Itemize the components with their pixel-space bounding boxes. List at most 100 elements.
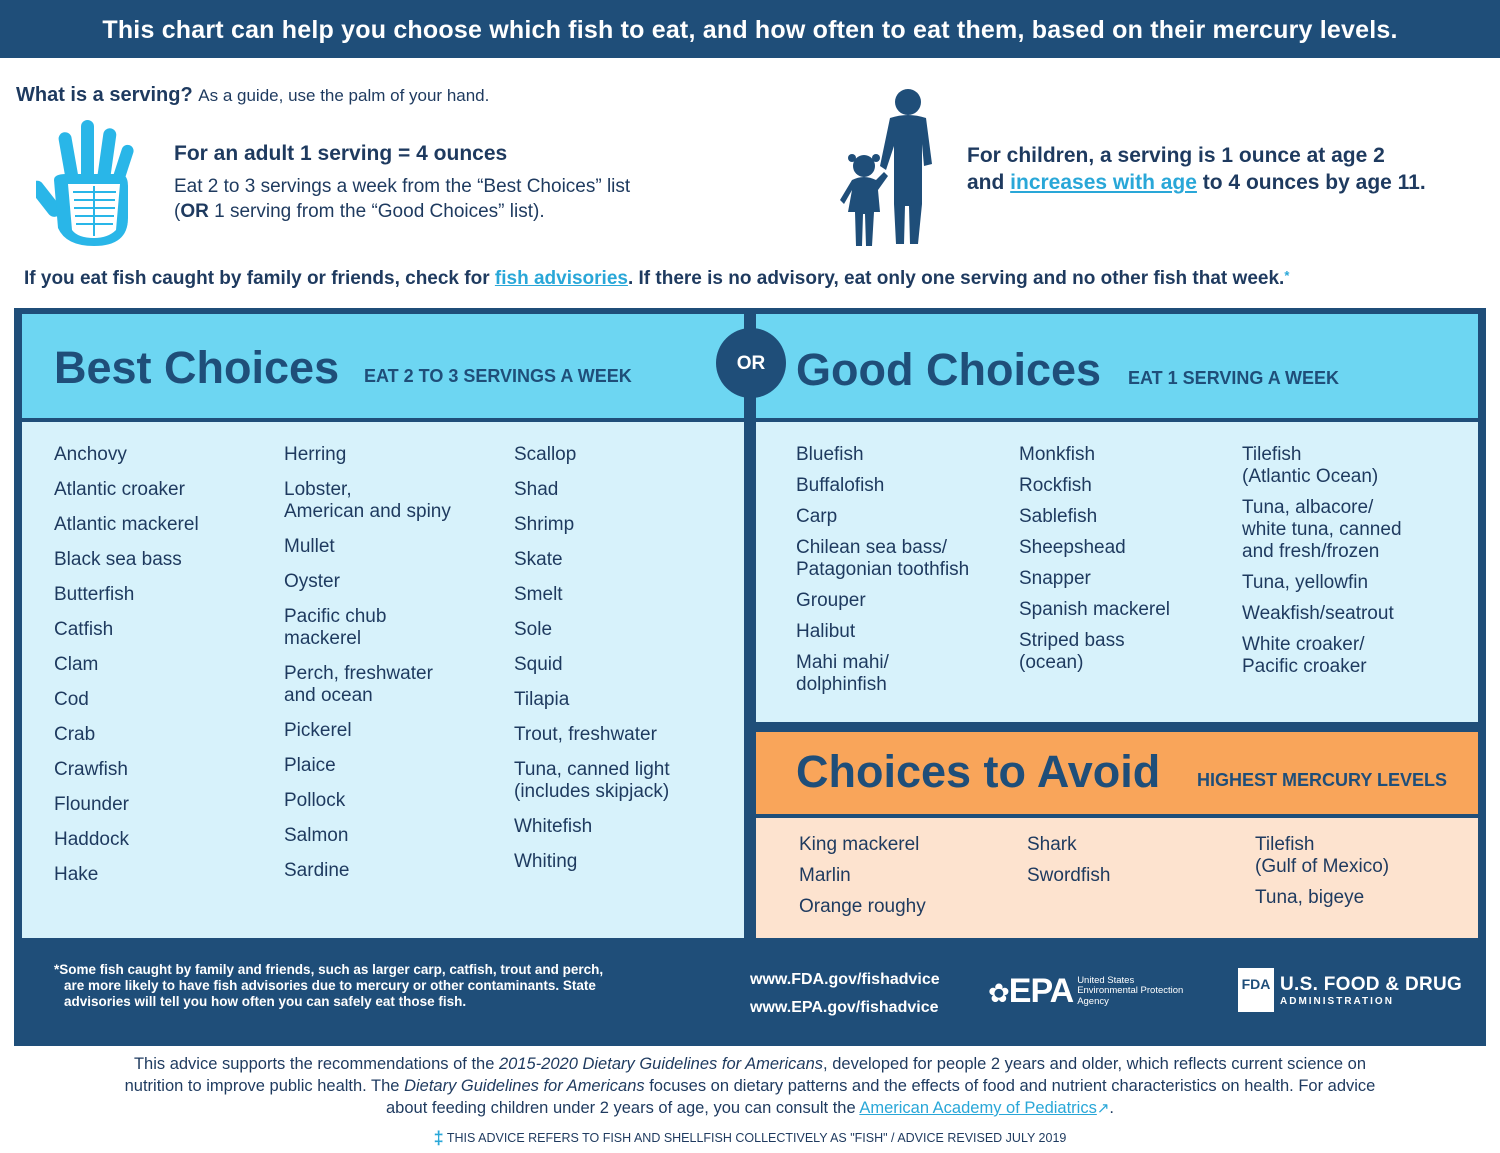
epa-agency-name: United States Environmental Protection Age… bbox=[1077, 975, 1184, 1008]
advisory-after: . If there is no advisory, eat only one … bbox=[627, 268, 1285, 289]
fda-sub: ADMINISTRATION bbox=[1280, 995, 1394, 1007]
fish-list-item: Sole bbox=[514, 619, 553, 640]
footnote-line1: *Some fish caught by family and friends,… bbox=[54, 962, 694, 978]
fish-list-item: Bluefish bbox=[796, 444, 864, 465]
child-end: to 4 ounces by age 11. bbox=[1196, 171, 1426, 194]
fish-list-item: Flounder bbox=[54, 794, 129, 815]
fish-list-item: Crawfish bbox=[54, 759, 128, 780]
fish-list-item: Lobster, American and spiny bbox=[284, 479, 451, 522]
serving-question-label: What is a serving? bbox=[16, 84, 193, 106]
advisory-star: * bbox=[1284, 268, 1290, 283]
or-badge: OR bbox=[716, 328, 786, 398]
fish-list-item: Plaice bbox=[284, 755, 336, 776]
aap-link[interactable]: American Academy of Pediatrics bbox=[859, 1099, 1097, 1117]
fish-list-item: Oyster bbox=[284, 571, 340, 592]
child-serving-line1: For children, a serving is 1 ounce at ag… bbox=[967, 144, 1385, 167]
fish-list-item: Chilean sea bass/Patagonian toothfish bbox=[796, 537, 970, 580]
fish-list-item: Tilefish (Atlantic Ocean) bbox=[1242, 444, 1379, 487]
guidelines-l1c: , developed for people 2 years and older… bbox=[823, 1055, 1367, 1073]
children-silhouette-icon bbox=[840, 89, 932, 246]
good-choices-title: Good Choices bbox=[796, 344, 1102, 395]
advisory-before: If you eat fish caught by family or frie… bbox=[24, 268, 495, 289]
external-link-icon[interactable]: ↗ bbox=[1096, 1100, 1110, 1117]
child-serving-line2: and increases with age to 4 ounces by ag… bbox=[967, 169, 1426, 196]
fish-list-item: Swordfish bbox=[1027, 865, 1111, 886]
adult-serving-line1: Eat 2 to 3 servings a week from the “Bes… bbox=[174, 176, 631, 197]
good-choices-header: Good Choices EAT 1 SERVING A WEEK bbox=[756, 314, 1478, 418]
guidelines-line3: about feeding children under 2 years of … bbox=[20, 1097, 1480, 1120]
fish-list-item: Atlantic croaker bbox=[54, 479, 185, 500]
fish-advisories-link[interactable]: fish advisories bbox=[494, 268, 628, 289]
guidelines-l3a: about feeding children under 2 years of … bbox=[385, 1099, 860, 1117]
fish-list-item: King mackerel bbox=[799, 834, 920, 855]
fish-list-item: Shrimp bbox=[514, 514, 575, 535]
fish-list-item: Tuna, bigeye bbox=[1255, 887, 1365, 908]
fish-list-item: Whitefish bbox=[514, 816, 593, 837]
epa-logo-text: EPA bbox=[1008, 972, 1074, 1010]
fish-list-item: Tuna, canned light (includes skipjack) bbox=[514, 759, 670, 802]
guidelines-title-italic-2: Dietary Guidelines for Americans bbox=[404, 1077, 645, 1095]
guidelines-title-italic: 2015-2020 Dietary Guidelines for America… bbox=[498, 1055, 824, 1073]
fish-list-item: Crab bbox=[54, 724, 96, 745]
fish-list-item: Scallop bbox=[514, 444, 577, 465]
fish-list-item: Skate bbox=[514, 549, 563, 570]
revision-note: ‡ THIS ADVICE REFERS TO FISH AND SHELLFI… bbox=[0, 1128, 1500, 1149]
open-paren: ( bbox=[174, 201, 181, 222]
fish-list-item: Sardine bbox=[284, 860, 350, 881]
fish-list-item: Herring bbox=[284, 444, 347, 465]
or-emphasis: OR bbox=[180, 201, 209, 222]
best-choices-list: Anchovy Atlantic croaker Atlantic mackerel… bbox=[22, 422, 744, 938]
footnote-line1-text: Some fish caught by family and friends, … bbox=[59, 962, 604, 977]
fish-list-item: Atlantic mackerel bbox=[54, 514, 199, 535]
fish-list-item: Trout, freshwater bbox=[514, 724, 657, 745]
fish-list-item: Catfish bbox=[54, 619, 114, 640]
good-col-1: Bluefish Buffalofish Carp Chilean sea bass/… bbox=[796, 444, 969, 705]
advisory-note: If you eat fish caught by family or frie… bbox=[24, 268, 1289, 290]
footnote-line3: advisories will tell you how often you c… bbox=[64, 994, 467, 1009]
guidelines-l2c: focuses on dietary patterns and the effe… bbox=[644, 1077, 1376, 1095]
avoid-choices-subtitle: HIGHEST MERCURY LEVELS bbox=[1197, 770, 1448, 790]
footnote: *Some fish caught by family and friends,… bbox=[54, 962, 694, 1010]
fish-list-item: Haddock bbox=[54, 829, 129, 850]
best-choices-header: Best Choices EAT 2 TO 3 SERVINGS A WEEK bbox=[22, 314, 744, 418]
increases-with-age-link[interactable]: increases with age bbox=[1010, 171, 1197, 194]
palm-hand-icon bbox=[36, 120, 134, 246]
good-col-3: Tilefish (Atlantic Ocean) Tuna, albacore/w… bbox=[1242, 444, 1402, 687]
footnote-star: * bbox=[54, 962, 60, 977]
fish-list-item: Pollock bbox=[284, 790, 346, 811]
child-and: and bbox=[967, 171, 1011, 194]
fish-list-item: Perch, freshwater and ocean bbox=[284, 663, 433, 706]
serving-question: What is a serving? As a guide, use the p… bbox=[16, 84, 489, 107]
best-col-3: Scallop Shad Shrimp Skate Smelt Sole Squid Tila… bbox=[514, 444, 670, 886]
fda-logo-box: FDA bbox=[1238, 968, 1274, 1012]
best-col-1: Anchovy Atlantic croaker Atlantic mackerel… bbox=[54, 444, 199, 899]
child-serving-info: For children, a serving is 1 ounce at ag… bbox=[967, 142, 1426, 196]
epa-line2: Environmental Protection bbox=[1077, 985, 1184, 997]
guidelines-note: This advice supports the recommendations… bbox=[20, 1053, 1480, 1120]
fish-list-item: Mullet bbox=[284, 536, 335, 557]
fish-list-item: Carp bbox=[796, 506, 838, 527]
fda-logo: FDA U.S. FOOD & DRUG ADMINISTRATION bbox=[1238, 968, 1462, 1012]
advice-urls: www.FDA.gov/fishadvice www.EPA.gov/fisha… bbox=[750, 966, 940, 1022]
fish-list-item: Anchovy bbox=[54, 444, 127, 465]
fish-list-item: Striped bass (ocean) bbox=[1019, 630, 1125, 673]
fish-list-item: Pacific chub mackerel bbox=[284, 606, 387, 649]
fish-list-item: Sablefish bbox=[1019, 506, 1098, 527]
fish-list-item: White croaker/Pacific croaker bbox=[1242, 634, 1367, 677]
serving-guide: As a guide, use the palm of your hand. bbox=[198, 86, 490, 105]
fish-list-item: Hake bbox=[54, 864, 99, 885]
fda-url-link[interactable]: www.FDA.gov/fishadvice bbox=[750, 971, 940, 988]
avoid-choices-title: Choices to Avoid bbox=[796, 746, 1161, 797]
epa-url-link[interactable]: www.EPA.gov/fishadvice bbox=[750, 999, 939, 1016]
epa-logo-mark: ✿EPA bbox=[988, 972, 1074, 1010]
good-col-2: Monkfish Rockfish Sablefish Sheepshead Snapp… bbox=[1019, 444, 1170, 683]
avoid-col-3: Tilefish (Gulf of Mexico) Tuna, bigeye bbox=[1255, 834, 1389, 918]
adult-serving-title: For an adult 1 serving = 4 ounces bbox=[174, 142, 508, 165]
fish-list-item: Tilefish (Gulf of Mexico) bbox=[1255, 834, 1390, 877]
fish-list-item: Rockfish bbox=[1019, 475, 1092, 496]
fish-list-item: Halibut bbox=[796, 621, 856, 642]
fish-list-item: Mahi mahi/dolphinfish bbox=[796, 652, 889, 695]
fda-name: U.S. FOOD & DRUG bbox=[1280, 973, 1463, 995]
adult-serving-info: For an adult 1 serving = 4 ounces Eat 2 … bbox=[174, 142, 630, 224]
fish-list-item: Grouper bbox=[796, 590, 866, 611]
